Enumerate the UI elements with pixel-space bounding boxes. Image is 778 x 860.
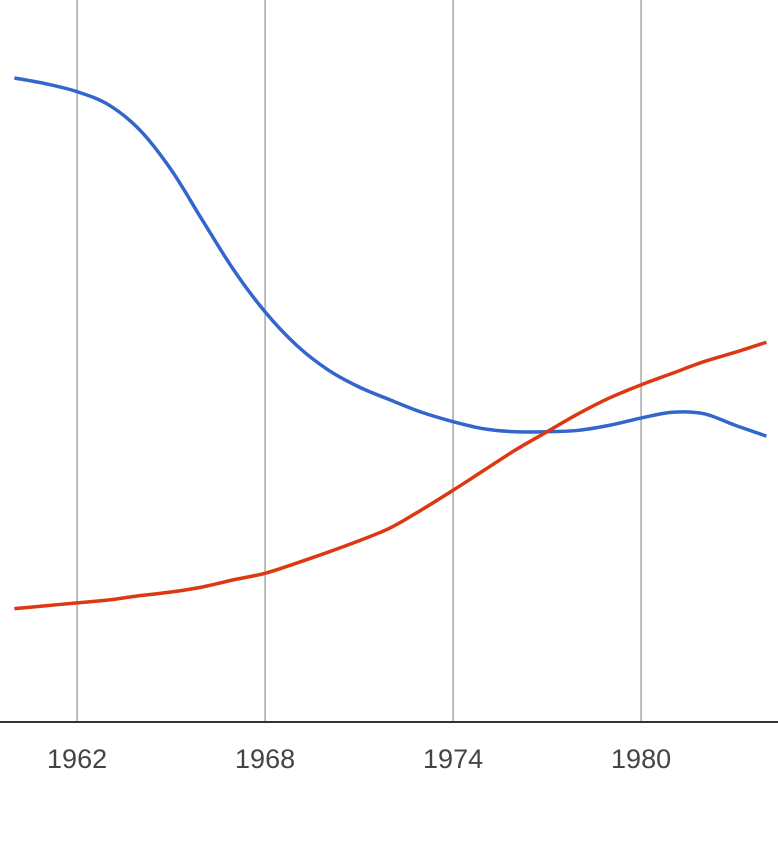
x-tick-label: 1962 (47, 744, 107, 774)
x-tick-label: 1974 (423, 744, 483, 774)
x-tick-label: 1968 (235, 744, 295, 774)
series-line (14, 76, 767, 438)
series-line (14, 340, 767, 611)
x-tick-label: 1980 (611, 744, 671, 774)
